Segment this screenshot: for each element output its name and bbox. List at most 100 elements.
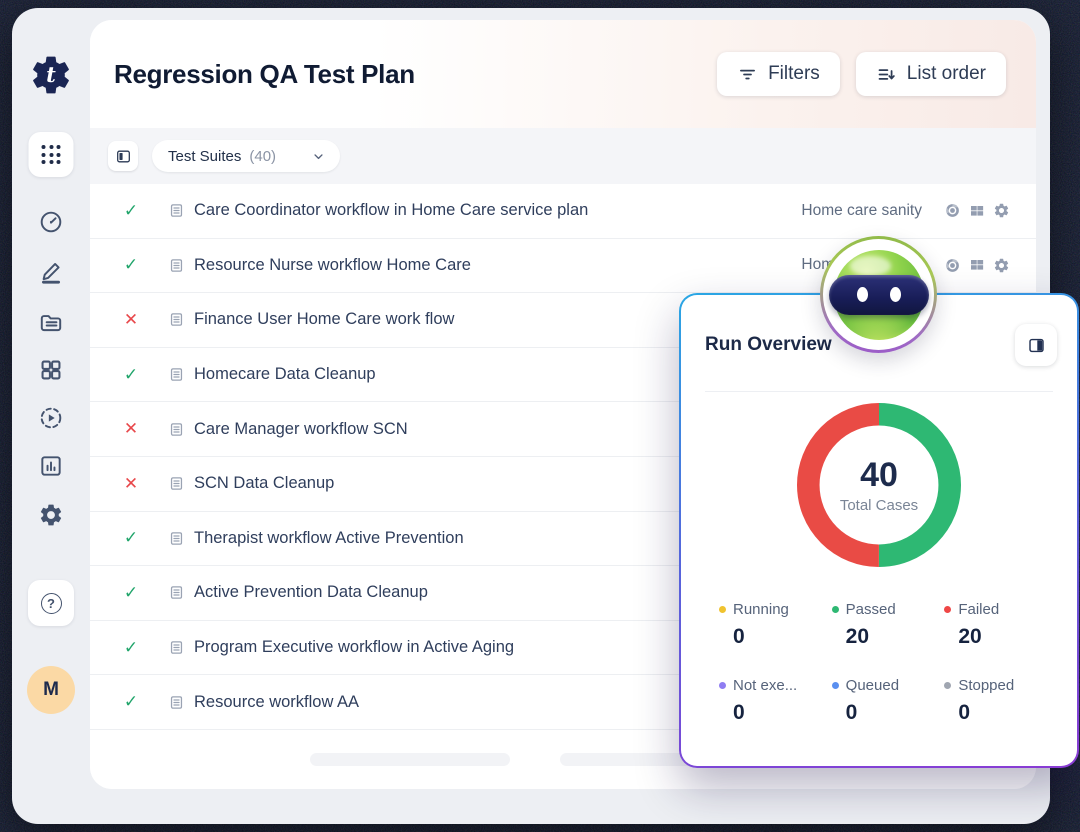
test-suite-doc-icon xyxy=(168,584,185,601)
total-cases-label: Total Cases xyxy=(839,497,919,514)
legend-value: 20 xyxy=(845,625,870,648)
donut-center: 40 Total Cases xyxy=(797,403,961,567)
run-overview-header: Run Overview xyxy=(681,295,1077,377)
legend-value: 0 xyxy=(958,701,971,724)
sort-icon xyxy=(878,68,895,80)
legend-label: Failed xyxy=(958,601,1000,618)
legend-dot xyxy=(831,606,839,613)
bot-eye-right xyxy=(889,287,901,302)
legend-dot xyxy=(831,682,839,689)
panel-left-toggle-button[interactable] xyxy=(108,141,138,171)
test-suite-name: Care Coordinator workflow in Home Care s… xyxy=(194,201,589,220)
legend-value: 0 xyxy=(845,701,858,724)
speedometer-icon xyxy=(40,211,62,233)
donut-chart-wrap: 40 Total Cases xyxy=(797,403,961,567)
sidebar-item-editor[interactable] xyxy=(35,256,67,288)
legend-label: Running xyxy=(733,601,789,618)
dropdown-label: Test Suites xyxy=(168,147,242,165)
test-suite-name: Care Manager workflow SCN xyxy=(194,419,408,438)
sidebar-item-projects[interactable] xyxy=(35,306,67,338)
test-suite-name: Therapist workflow Active Prevention xyxy=(194,528,464,547)
status-icon: ✓ xyxy=(123,200,139,221)
test-suite-doc-icon xyxy=(168,475,185,492)
status-icon: ✕ xyxy=(123,419,139,440)
legend-value: 0 xyxy=(733,625,745,648)
test-suite-name: SCN Data Cleanup xyxy=(194,474,335,493)
status-icon: ✓ xyxy=(123,255,139,276)
legend-dot xyxy=(944,606,952,613)
list-order-button[interactable]: List order xyxy=(855,52,1006,96)
legend-dot xyxy=(944,682,952,689)
test-suite-name: Finance User Home Care work flow xyxy=(194,310,455,329)
page-title: Regression QA Test Plan xyxy=(114,58,415,89)
windows-icon xyxy=(971,260,984,270)
legend-value: 20 xyxy=(958,625,982,648)
list-order-button-label: List order xyxy=(906,63,986,84)
test-suite-name: Resource Nurse workflow Home Care xyxy=(194,255,471,274)
bar-chart-icon xyxy=(41,456,61,476)
status-icon: ✕ xyxy=(123,473,139,494)
test-gear-icon xyxy=(994,258,1009,273)
panel-right-icon xyxy=(1028,338,1044,352)
status-icon: ✓ xyxy=(123,582,139,603)
sidebar-item-settings[interactable] xyxy=(35,499,67,531)
test-gear-icon xyxy=(994,203,1009,218)
legend-item: Running 0 xyxy=(719,601,832,649)
filters-button[interactable]: Filters xyxy=(717,52,840,96)
legend-dot xyxy=(719,606,726,613)
test-suite-name: Homecare Data Cleanup xyxy=(194,365,376,384)
dropdown-count: (40) xyxy=(249,147,277,165)
status-icon: ✓ xyxy=(123,637,139,658)
sidebar: t xyxy=(12,8,90,824)
skeleton-pill xyxy=(310,753,510,766)
test-suite-doc-icon xyxy=(168,639,185,656)
filter-toolbar: Test Suites (40) xyxy=(90,128,1036,184)
environment-icons xyxy=(944,202,1010,219)
user-avatar[interactable]: M xyxy=(27,666,75,714)
test-suite-name: Program Executive workflow in Active Agi… xyxy=(194,638,515,657)
logo-badge-icon xyxy=(33,56,69,94)
panel-right-toggle-button[interactable] xyxy=(1015,324,1057,366)
sidebar-item-runs[interactable] xyxy=(35,402,67,434)
filter-icon xyxy=(740,69,755,79)
legend-label: Passed xyxy=(845,601,896,618)
test-suite-doc-icon xyxy=(168,311,185,328)
legend-item: Failed 20 xyxy=(944,601,1057,649)
test-suite-doc-icon xyxy=(168,421,185,438)
bot-avatar-ring xyxy=(823,239,934,350)
bot-eye-left xyxy=(856,287,868,302)
bot-assistant-avatar[interactable] xyxy=(820,236,937,353)
donut-chart xyxy=(797,403,961,567)
panel-left-icon xyxy=(116,150,130,162)
sidebar-item-help[interactable]: ? xyxy=(28,580,74,626)
test-suites-dropdown[interactable]: Test Suites (40) xyxy=(152,140,340,172)
test-suite-doc-icon xyxy=(168,366,185,383)
environment-icons xyxy=(944,257,1010,274)
app-logo[interactable]: t xyxy=(28,52,74,98)
content-header: Regression QA Test Plan Filters List ord… xyxy=(90,20,1036,128)
chevron-down-icon xyxy=(314,153,323,159)
run-overview-title: Run Overview xyxy=(705,334,832,355)
table-row[interactable]: ✓ Care Coordinator workflow in Home Care… xyxy=(90,184,1036,239)
logo-letter: t xyxy=(46,61,56,87)
legend-value: 0 xyxy=(733,701,745,724)
status-icon: ✓ xyxy=(123,528,139,549)
test-suite-doc-icon xyxy=(168,257,185,274)
legend-label: Stopped xyxy=(958,677,1015,694)
header-actions: Filters List order xyxy=(717,52,1006,96)
chrome-icon xyxy=(945,259,959,272)
sidebar-item-elements[interactable] xyxy=(35,354,67,386)
pencil-icon xyxy=(42,263,60,284)
sidebar-item-apps-active[interactable] xyxy=(28,132,74,177)
test-suite-doc-icon xyxy=(168,694,185,711)
bot-visor xyxy=(828,274,929,315)
status-icon: ✕ xyxy=(123,309,139,330)
sidebar-item-reports[interactable] xyxy=(35,450,67,482)
run-overview-panel-body: Run Overview 40 Total Cases Running 0 xyxy=(681,295,1077,766)
folder-icon xyxy=(40,315,62,332)
windows-icon xyxy=(971,205,984,216)
legend-item: Passed 20 xyxy=(831,601,945,649)
legend-item: Queued 0 xyxy=(831,677,945,725)
sidebar-item-dashboard[interactable] xyxy=(35,206,67,238)
